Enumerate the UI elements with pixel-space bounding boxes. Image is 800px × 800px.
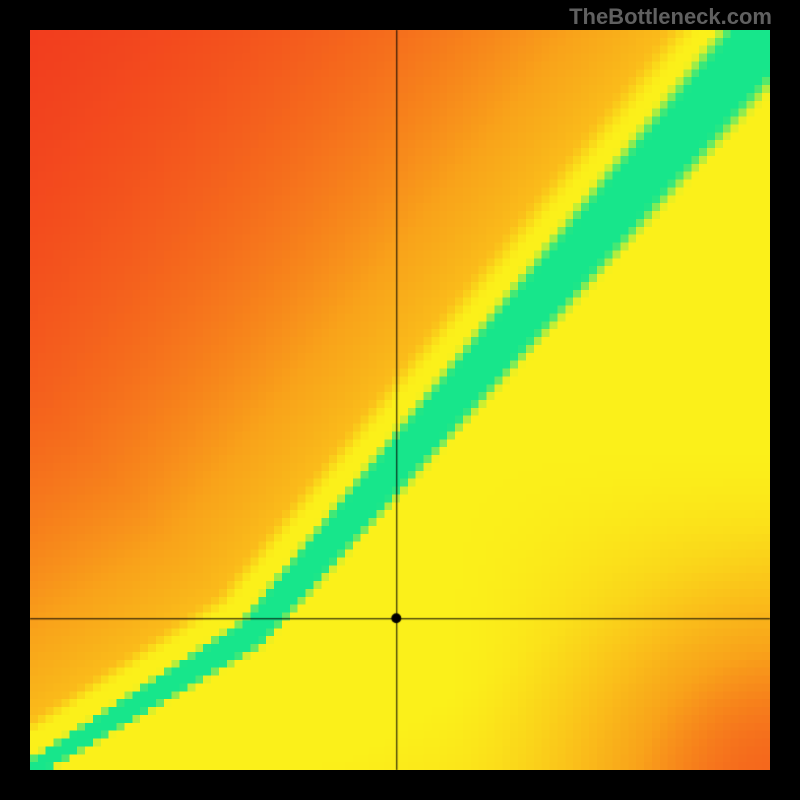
chart-container: TheBottleneck.com: [0, 0, 800, 800]
watermark-text: TheBottleneck.com: [569, 4, 772, 30]
heatmap-canvas: [30, 30, 770, 770]
